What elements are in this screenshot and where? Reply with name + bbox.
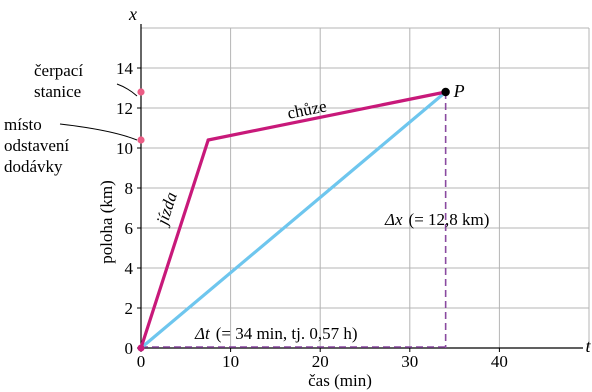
point-p-label: P (453, 81, 465, 101)
delta-x-value: (= 12,8 km) (409, 210, 490, 229)
series-label-jizda: jízda (152, 190, 181, 229)
annotation-lines (59, 83, 447, 348)
marker-label-cerpaci-stanice: stanice (34, 82, 81, 101)
marker-label-misto-odstaveni: odstavení (4, 136, 69, 155)
series-label-chuze: chůze (286, 96, 329, 122)
y-tick-label: 4 (125, 259, 134, 278)
x-tick-label: 30 (401, 352, 418, 371)
y-tick-label: 6 (125, 219, 134, 238)
y-axis-title: poloha (km) (97, 180, 116, 264)
callout-line-cerpaci-stanice (116, 83, 138, 97)
x-tick-label: 20 (312, 352, 329, 371)
series-line-chuze (206, 90, 448, 142)
y-tick-label: 8 (125, 179, 134, 198)
grid (141, 27, 590, 348)
point-p (441, 87, 450, 97)
marker-label-misto-odstaveni: místo (4, 115, 42, 134)
y-tick-label: 14 (116, 59, 134, 78)
marker-label-cerpaci-stanice: čerpací (34, 61, 83, 80)
delta-t-annotation: Δt (= 34 min, tj. 0,57 h) (194, 324, 358, 343)
y-tick-label: 0 (125, 339, 134, 358)
delta-t-value: (= 34 min, tj. 0,57 h) (216, 324, 358, 343)
delta-x-symbol: Δx (384, 210, 403, 229)
origin-point (137, 344, 145, 352)
y-tick-label: 12 (116, 99, 133, 118)
average-velocity-line (139, 90, 448, 350)
marker-cerpaci-stanice (137, 88, 145, 96)
delta-x-annotation: Δx (= 12,8 km) (384, 210, 489, 229)
x-tick-label: 40 (491, 352, 508, 371)
marker-misto-odstaveni (137, 136, 145, 144)
series-line-jizda (139, 138, 210, 350)
series-lines (137, 87, 450, 352)
axes (137, 24, 583, 352)
x-tick-label: 10 (222, 352, 239, 371)
marker-label-misto-odstaveni: dodávky (4, 157, 63, 176)
x-axis-symbol: t (585, 336, 591, 356)
y-tick-label: 2 (125, 299, 134, 318)
y-axis-symbol: x (128, 4, 137, 24)
x-axis-title: čas (min) (308, 371, 372, 390)
callout-line-misto-odstaveni (59, 123, 138, 141)
labels: 0 10 20 30 40 0 2 4 6 8 10 12 14 x t čas (min) poloha (k… (4, 4, 591, 390)
x-tick-label: 0 (137, 352, 146, 371)
y-tick-label: 10 (116, 139, 133, 158)
delta-t-symbol: Δt (194, 324, 211, 343)
